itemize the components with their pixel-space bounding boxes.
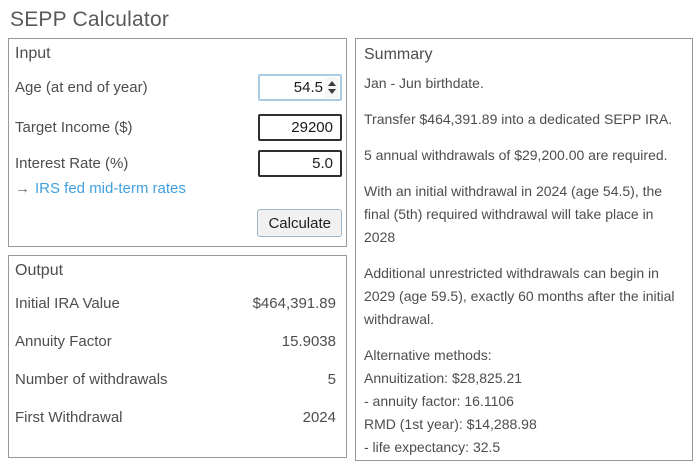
output-panel: Output Initial IRA Value $464,391.89 Ann…	[8, 255, 347, 458]
summary-panel: Summary Jan - Jun birthdate. Transfer $4…	[355, 38, 693, 461]
input-panel-title: Input	[15, 45, 51, 62]
output-row-label: Number of withdrawals	[15, 371, 168, 388]
summary-paragraph-birthdate: Jan - Jun birthdate.	[364, 75, 484, 91]
irs-rates-link-row: → IRS fed mid-term rates	[15, 180, 342, 197]
summary-paragraph-withdrawals: 5 annual withdrawals of $29,200.00 are r…	[364, 147, 668, 163]
target-income-label: Target Income ($)	[15, 119, 133, 136]
alt-methods-heading: Alternative methods:	[364, 347, 492, 363]
summary-paragraph-final-withdrawal: With an initial withdrawal in 2024 (age …	[364, 183, 663, 245]
page-title: SEPP Calculator	[10, 8, 170, 31]
spinner-down-icon[interactable]	[328, 89, 336, 94]
age-spinner[interactable]	[325, 77, 339, 98]
alt-rmd-line: RMD (1st year): $14,288.98	[364, 416, 537, 432]
alt-annuitization-line: Annuitization: $28,825.21	[364, 370, 523, 386]
target-income-input[interactable]	[258, 114, 342, 141]
calculate-button[interactable]: Calculate	[257, 209, 342, 237]
interest-rate-input[interactable]	[258, 150, 342, 177]
calculate-button-row: Calculate	[15, 209, 342, 237]
summary-paragraph-unrestricted: Additional unrestricted withdrawals can …	[364, 265, 675, 327]
alt-life-expectancy-line: - life expectancy: 32.5	[364, 439, 501, 455]
output-row-initial-ira-value: Initial IRA Value $464,391.89	[15, 295, 336, 312]
age-field	[258, 74, 342, 101]
output-row-number-of-withdrawals: Number of withdrawals 5	[15, 371, 336, 388]
target-income-row: Target Income ($)	[15, 114, 342, 141]
spinner-up-icon[interactable]	[328, 81, 336, 86]
summary-panel-title: Summary	[364, 46, 433, 63]
output-row-value: $464,391.89	[252, 295, 336, 312]
interest-rate-label: Interest Rate (%)	[15, 155, 129, 172]
alt-annuity-factor-line: - annuity factor: 16.1106	[364, 393, 514, 409]
output-row-annuity-factor: Annuity Factor 15.9038	[15, 333, 336, 350]
age-label: Age (at end of year)	[15, 79, 148, 96]
irs-rates-link[interactable]: IRS fed mid-term rates	[35, 180, 186, 197]
left-column: Input Age (at end of year) Target Income…	[8, 38, 347, 458]
output-row-label: First Withdrawal	[15, 409, 123, 426]
output-row-value: 5	[327, 371, 336, 388]
output-row-label: Initial IRA Value	[15, 295, 120, 312]
alternative-methods-block: Alternative methods: Annuitization: $28,…	[364, 344, 684, 459]
output-row-first-withdrawal: First Withdrawal 2024	[15, 409, 336, 426]
interest-rate-row: Interest Rate (%)	[15, 150, 342, 177]
input-panel: Input Age (at end of year) Target Income…	[8, 38, 347, 247]
output-panel-title: Output	[15, 262, 64, 279]
arrow-right-icon: →	[15, 180, 30, 197]
age-input[interactable]	[267, 79, 325, 96]
output-row-label: Annuity Factor	[15, 333, 112, 350]
main-columns: Input Age (at end of year) Target Income…	[8, 38, 693, 461]
age-row: Age (at end of year)	[15, 74, 342, 101]
summary-paragraph-transfer: Transfer $464,391.89 into a dedicated SE…	[364, 111, 673, 127]
output-row-value: 15.9038	[281, 333, 336, 350]
output-row-value: 2024	[302, 409, 336, 426]
